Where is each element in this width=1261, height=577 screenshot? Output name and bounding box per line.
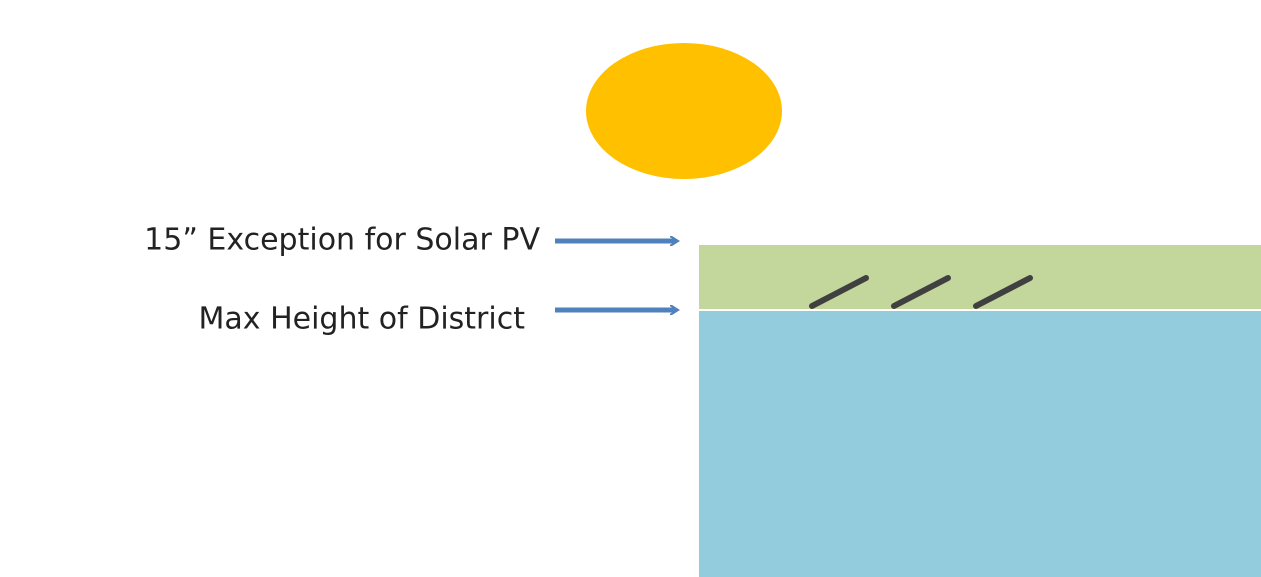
solar-panel [891, 275, 951, 309]
solar-panel [973, 275, 1033, 309]
label: 15” Exception for Solar PV [144, 223, 540, 258]
solar-panel [809, 275, 869, 309]
solar-exception-zone [699, 245, 1261, 309]
label: Max Height of District [199, 302, 526, 337]
sun [586, 43, 782, 179]
building [699, 311, 1261, 577]
